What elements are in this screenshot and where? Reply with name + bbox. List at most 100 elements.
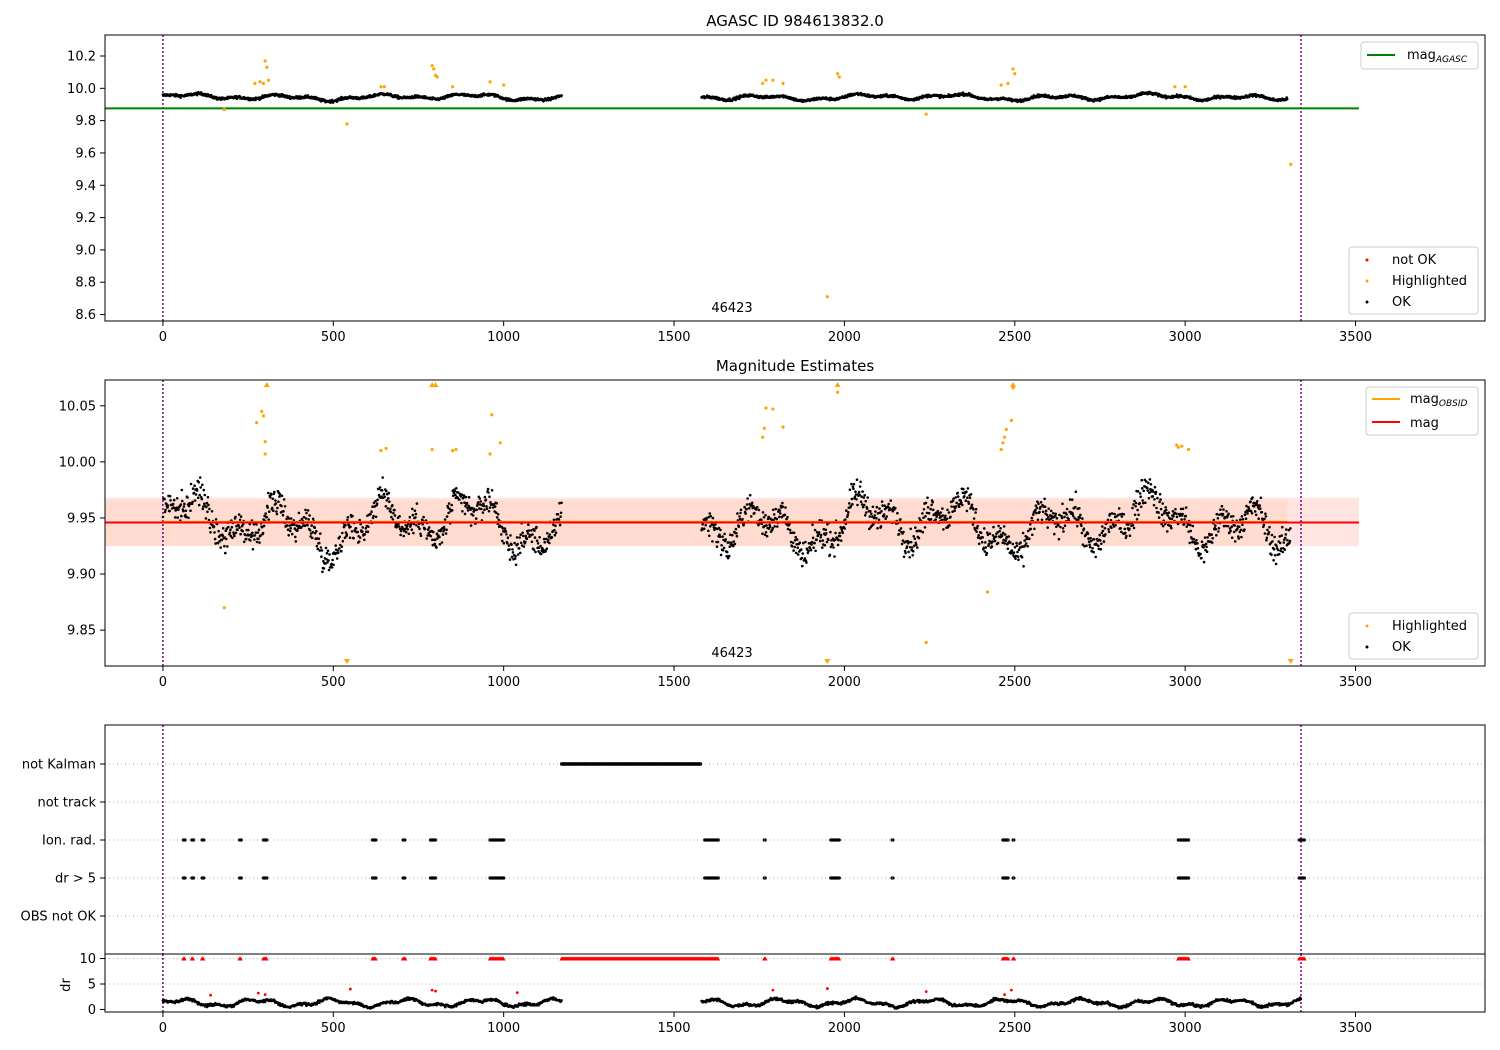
ok-point [1085, 544, 1088, 547]
ok-point [560, 94, 563, 97]
ok-point [1125, 534, 1128, 538]
ok-point [393, 508, 396, 512]
ok-point [908, 556, 911, 559]
ok-point [357, 540, 361, 543]
clipped-high-marker [263, 382, 270, 387]
ok-point [967, 502, 971, 505]
ok-point [524, 540, 527, 544]
ok-point [957, 505, 961, 509]
ok-point [832, 546, 835, 549]
ok-point [871, 505, 875, 509]
ok-point [904, 551, 907, 555]
ok-point [553, 528, 556, 532]
ok-point [1139, 505, 1143, 509]
ok-point [525, 537, 529, 540]
ok-point [924, 501, 928, 505]
ok-point [1181, 512, 1184, 516]
ok-point [375, 502, 379, 506]
ok-point [1264, 512, 1267, 515]
ok-point [229, 528, 232, 531]
ok-point [495, 516, 499, 519]
ok-point [508, 548, 511, 551]
ok-point [1040, 518, 1044, 522]
x-tick-label: 1000 [487, 330, 520, 345]
ok-point [1020, 556, 1024, 559]
ok-point [201, 483, 204, 487]
ok-point [1254, 513, 1258, 517]
ok-point [804, 540, 807, 544]
ok-point [175, 497, 179, 500]
ok-point [858, 493, 861, 497]
ok-point [794, 535, 797, 539]
ok-point [507, 544, 511, 547]
ok-point [1091, 546, 1094, 550]
ok-point [964, 499, 968, 503]
ok-point [790, 545, 794, 548]
ok-point [275, 510, 278, 513]
ok-point [422, 515, 425, 519]
ok-point [1251, 496, 1254, 499]
ok-point [391, 504, 394, 507]
ok-point [445, 515, 449, 518]
ok-point [1061, 502, 1064, 506]
ok-point [415, 524, 418, 527]
highlighted-point [261, 414, 266, 418]
ok-point [1277, 552, 1281, 556]
ok-point [1170, 526, 1173, 530]
ok-point [1241, 523, 1244, 527]
ok-point [1260, 510, 1264, 514]
ok-point [985, 551, 989, 555]
ok-point [1270, 533, 1274, 537]
ok-point [1138, 502, 1141, 505]
ok-point [253, 534, 257, 537]
ok-point [999, 527, 1002, 530]
ok-point [913, 537, 917, 540]
ok-point [267, 510, 271, 513]
ok-point [761, 511, 765, 514]
ok-point [209, 531, 212, 534]
ok-point [951, 499, 955, 503]
ok-point [548, 533, 552, 536]
ok-point [450, 509, 454, 512]
ok-point [1161, 502, 1164, 505]
ok-point [762, 516, 766, 519]
ok-point [1231, 515, 1235, 518]
ok-point [1014, 557, 1017, 560]
ok-point [506, 536, 510, 539]
ok-point [173, 516, 177, 519]
highlighted-point [432, 67, 436, 71]
ok-point [1263, 517, 1266, 521]
ok-point [825, 532, 828, 535]
ok-point [1043, 497, 1046, 501]
highlighted-point [502, 83, 506, 87]
ok-point [465, 501, 469, 505]
ok-point [854, 490, 857, 494]
ok-point [749, 515, 753, 518]
ok-point [880, 500, 884, 503]
ok-point [474, 517, 478, 520]
ok-point [944, 514, 947, 518]
ok-point [204, 517, 208, 520]
ok-point [1289, 527, 1292, 530]
ok-point [320, 549, 324, 552]
ok-point [505, 533, 508, 536]
ok-point [1106, 518, 1110, 522]
ok-point [990, 545, 994, 548]
ok-point [767, 515, 770, 519]
ok-point [351, 514, 354, 518]
ok-point [511, 551, 515, 554]
panel1-frame [104, 34, 1486, 322]
highlighted-point [255, 421, 259, 425]
ok-point [346, 516, 350, 519]
ok-point [1202, 560, 1206, 564]
ok-point [1134, 501, 1138, 505]
ok-point [488, 506, 492, 509]
flag-point [433, 876, 438, 880]
ok-point [915, 543, 918, 547]
ok-point [488, 495, 491, 499]
ok-point [341, 539, 345, 543]
ok-point [182, 509, 185, 513]
ok-point [1003, 542, 1006, 545]
highlighted-point [454, 447, 458, 452]
